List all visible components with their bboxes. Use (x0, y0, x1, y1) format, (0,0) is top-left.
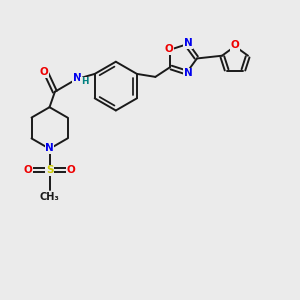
Text: O: O (24, 165, 32, 175)
Text: O: O (164, 44, 173, 54)
Text: O: O (40, 67, 49, 77)
Text: S: S (46, 165, 53, 175)
Text: N: N (45, 143, 54, 153)
Text: N: N (184, 68, 192, 78)
Text: N: N (73, 73, 81, 83)
Text: H: H (81, 77, 88, 86)
Text: O: O (231, 40, 239, 50)
Text: CH₃: CH₃ (40, 192, 59, 202)
Text: O: O (67, 165, 75, 175)
Text: N: N (184, 38, 192, 48)
